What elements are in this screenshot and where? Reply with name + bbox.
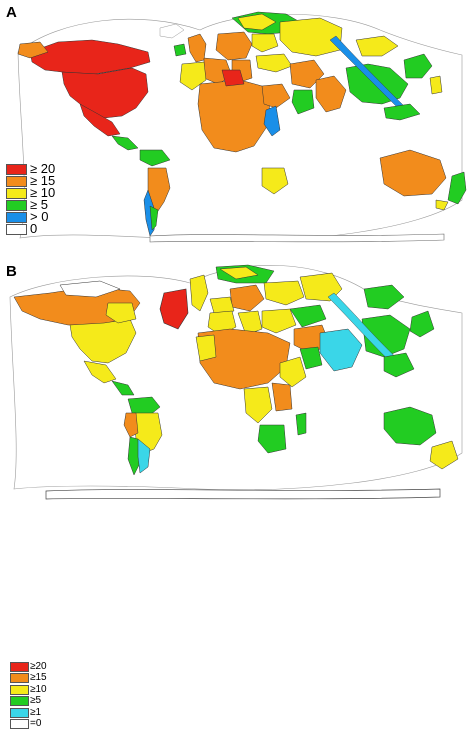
cartogram-map-a (0, 0, 474, 252)
region-new-zealand (448, 172, 466, 204)
region-africa-west (196, 335, 216, 361)
region-south-africa (262, 168, 288, 194)
legend-swatch (6, 200, 27, 211)
region-india (320, 329, 362, 371)
region-taiwan (430, 76, 442, 94)
region-mongolia (356, 36, 398, 56)
legend-label: =0 (30, 718, 41, 730)
region-pakistan (292, 90, 314, 114)
region-new-zealand (430, 441, 458, 469)
cartogram-map-b (0, 253, 474, 505)
region-russia (280, 18, 342, 56)
region-turkey (256, 54, 292, 72)
legend-label: 0 (30, 223, 37, 235)
region-arabia-strip (264, 106, 280, 136)
panel-label-b: B (6, 263, 17, 280)
legend-label: ≥15 (30, 672, 47, 684)
legend-label: ≥1 (30, 707, 41, 719)
region-east-africa (272, 383, 292, 411)
legend-swatch (10, 708, 29, 718)
region-australia (380, 150, 446, 196)
legend-swatch (6, 164, 27, 175)
legend-swatch (10, 673, 29, 683)
legend-swatch (6, 188, 27, 199)
region-nz-south (436, 200, 448, 210)
legend-label: ≥10 (30, 684, 47, 696)
region-mongolia (364, 285, 404, 309)
region-madagascar (296, 413, 306, 435)
region-ireland (160, 289, 188, 329)
legend-swatch (10, 685, 29, 695)
region-iceland (174, 44, 186, 56)
region-indonesia (384, 104, 420, 120)
legend-swatch (6, 176, 27, 187)
legend-b: ≥20 ≥15 ≥10 ≥5 ≥1 =0 (10, 661, 47, 730)
legend-item: ≥1 (10, 707, 47, 719)
region-usa (70, 319, 136, 363)
legend-swatch (10, 719, 29, 729)
legend-item: ≥20 (10, 661, 47, 673)
legend-label: ≥5 (30, 695, 41, 707)
panel-label-a: A (6, 4, 17, 21)
legend-swatch (6, 212, 27, 223)
region-poland-ukraine (264, 281, 304, 305)
legend-swatch (6, 224, 27, 235)
legend-swatch (10, 662, 29, 672)
legend-swatch (10, 696, 29, 706)
region-pakistan (300, 347, 322, 369)
region-usa (62, 68, 148, 118)
legend-item: ≥15 (10, 673, 47, 685)
legend-item: ≥5 (10, 696, 47, 708)
region-india (316, 76, 346, 112)
region-germany (216, 32, 252, 60)
region-mexico (84, 361, 116, 383)
region-netherlands (210, 297, 234, 313)
cartogram-panel-a: A ≥ 20 ≥ 15 ≥ 10 ≥ 5 > 0 0 (0, 0, 474, 252)
legend-label: ≥20 (30, 661, 47, 673)
region-antarctica (150, 234, 444, 242)
region-australia (384, 407, 436, 445)
region-poland (252, 34, 278, 52)
region-south-africa (258, 425, 286, 453)
region-central-america (112, 136, 138, 150)
region-balkans (262, 309, 296, 333)
legend-item: ≥10 (10, 684, 47, 696)
region-japan (410, 311, 434, 337)
region-south-america-north (128, 397, 160, 415)
legend-a: ≥ 20 ≥ 15 ≥ 10 ≥ 5 > 0 0 (6, 163, 55, 235)
region-antarctica (46, 489, 440, 499)
region-saudi (262, 84, 290, 108)
region-southern-africa (244, 387, 272, 423)
legend-item: 0 (6, 223, 55, 235)
region-peru (124, 413, 138, 437)
cartogram-panel-b: B ≥20 ≥15 ≥10 ≥5 ≥1 =0 (0, 253, 474, 505)
region-africa (198, 80, 270, 152)
region-germany (230, 285, 264, 311)
region-southeast-asia (384, 353, 414, 377)
region-greenland (160, 24, 184, 38)
region-uk (188, 34, 206, 62)
region-korea-japan (404, 54, 432, 78)
region-egypt (222, 70, 244, 86)
region-central-america (112, 381, 134, 395)
region-venezuela (140, 150, 170, 166)
legend-item: =0 (10, 719, 47, 730)
region-uk (190, 275, 208, 311)
